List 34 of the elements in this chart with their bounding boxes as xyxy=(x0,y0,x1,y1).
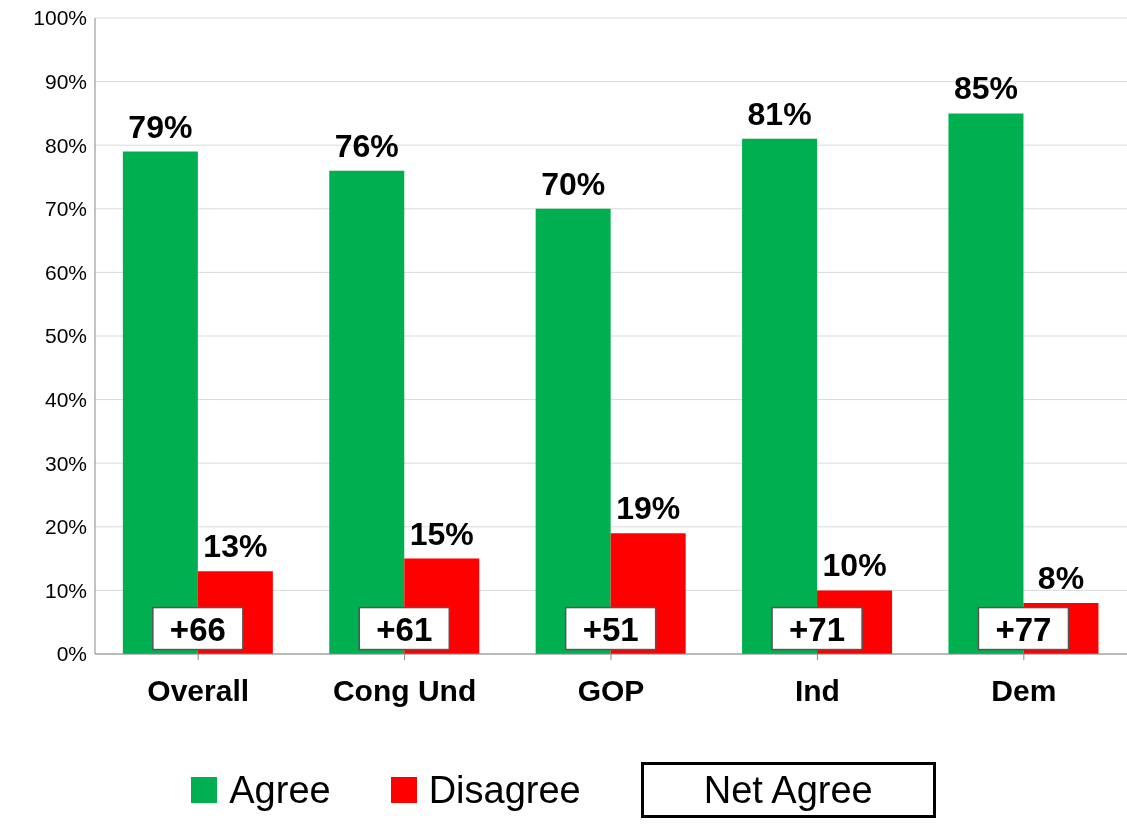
data-label: 8% xyxy=(1037,560,1085,597)
data-label: 15% xyxy=(409,515,474,552)
y-tick-label: 40% xyxy=(44,388,87,412)
y-tick-label: 10% xyxy=(44,578,87,602)
data-label: 85% xyxy=(953,70,1018,107)
data-label: 79% xyxy=(128,108,193,145)
x-tick-label: Ind xyxy=(794,674,840,708)
x-tick-label: Cong Und xyxy=(332,674,477,708)
y-tick-label: 50% xyxy=(44,324,87,348)
y-tick-label: 20% xyxy=(44,515,87,539)
y-tick-label: 90% xyxy=(44,70,87,94)
x-tick-label: Overall xyxy=(147,674,250,708)
annotation: +66 xyxy=(169,610,226,648)
legend-label: Disagree xyxy=(428,768,581,812)
annotation: +71 xyxy=(789,610,846,648)
y-tick-label: 100% xyxy=(33,6,87,30)
y-tick-label: 70% xyxy=(44,197,87,221)
annotation: +77 xyxy=(995,610,1052,648)
y-tick-label: 0% xyxy=(56,642,87,666)
y-tick-label: 60% xyxy=(44,260,87,284)
text: Net Agree xyxy=(640,762,936,818)
data-label: 70% xyxy=(541,165,606,202)
x-tick-label: Dem xyxy=(991,674,1057,708)
x-tick-label: GOP xyxy=(577,674,645,708)
data-label: 13% xyxy=(203,528,268,565)
data-label: 76% xyxy=(334,127,399,164)
annotation: +61 xyxy=(376,610,433,648)
data-label: 19% xyxy=(616,490,681,527)
data-label: 81% xyxy=(747,95,812,132)
y-tick-label: 30% xyxy=(44,451,87,475)
legend-label: Agree xyxy=(229,768,331,812)
y-tick-label: 80% xyxy=(44,133,87,157)
data-label: 10% xyxy=(822,547,887,584)
annotation: +51 xyxy=(582,610,639,648)
